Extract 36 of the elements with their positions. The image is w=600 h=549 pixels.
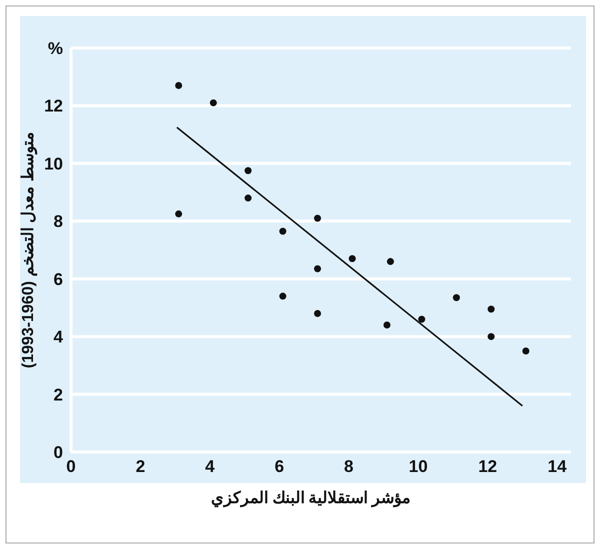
y-tick-label: 0 bbox=[54, 443, 63, 462]
point bbox=[348, 255, 356, 262]
point bbox=[314, 310, 322, 317]
y-tick-label: 4 bbox=[54, 328, 64, 347]
point bbox=[386, 258, 394, 266]
point bbox=[175, 82, 182, 90]
point bbox=[314, 265, 322, 272]
x-tick-label: 4 bbox=[205, 457, 216, 476]
x-tick-label: 14 bbox=[548, 457, 568, 476]
y-tick-label: % bbox=[48, 39, 63, 58]
y-tick-label: 2 bbox=[54, 385, 63, 404]
point bbox=[522, 348, 530, 354]
point bbox=[383, 322, 390, 329]
point bbox=[279, 228, 286, 235]
point bbox=[210, 99, 217, 106]
y-axis-title: متوسط معدل التضخم (1960-1993) bbox=[20, 132, 38, 368]
y-tick-label: 6 bbox=[54, 270, 63, 289]
point bbox=[488, 333, 495, 340]
x-axis-title: مؤشر استقلالية البنك المركزي bbox=[210, 490, 412, 508]
y-tick-label: 8 bbox=[54, 212, 63, 232]
point bbox=[244, 194, 252, 202]
x-tick-label: 6 bbox=[274, 457, 284, 476]
y-tick-label: 10 bbox=[44, 154, 63, 174]
point bbox=[244, 167, 252, 174]
x-tick-label: 8 bbox=[344, 457, 354, 476]
y-tick-label: 12 bbox=[44, 96, 63, 116]
point bbox=[175, 210, 182, 218]
point bbox=[279, 292, 286, 300]
point bbox=[488, 306, 495, 313]
x-tick-label: 10 bbox=[408, 457, 428, 476]
point bbox=[314, 214, 322, 222]
x-tick-label: 0 bbox=[66, 457, 76, 476]
point bbox=[452, 294, 460, 302]
point bbox=[418, 316, 426, 323]
x-tick-label: 12 bbox=[478, 457, 498, 476]
x-tick-label: 2 bbox=[136, 457, 146, 476]
